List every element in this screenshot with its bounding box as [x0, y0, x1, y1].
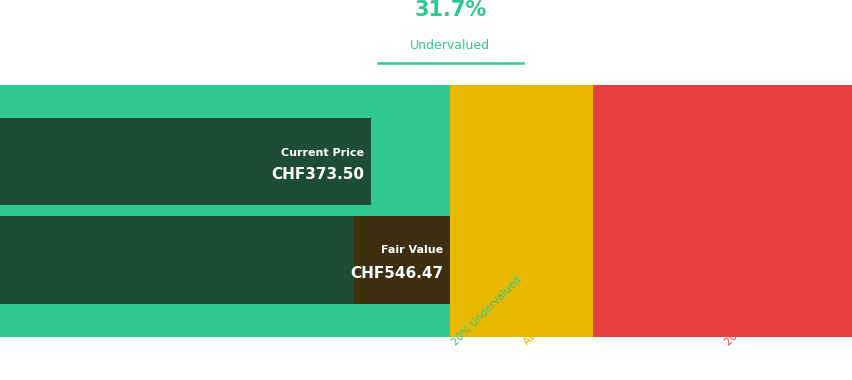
Bar	[0, 117, 371, 205]
Bar	[0, 216, 354, 304]
Bar	[354, 216, 450, 304]
Bar	[0, 85, 450, 337]
Text: 31.7%: 31.7%	[414, 0, 486, 20]
Bar	[450, 85, 592, 337]
Text: Undervalued: Undervalued	[410, 40, 490, 52]
Text: 20% Undervalued: 20% Undervalued	[450, 275, 522, 347]
Text: Current Price: Current Price	[281, 147, 364, 158]
Text: Fair Value: Fair Value	[381, 245, 443, 255]
Text: 20% Overvalued: 20% Overvalued	[722, 279, 790, 347]
Text: About Right: About Right	[521, 297, 572, 347]
Text: CHF373.50: CHF373.50	[271, 167, 364, 182]
Text: CHF546.47: CHF546.47	[350, 266, 443, 281]
Bar	[592, 85, 852, 337]
